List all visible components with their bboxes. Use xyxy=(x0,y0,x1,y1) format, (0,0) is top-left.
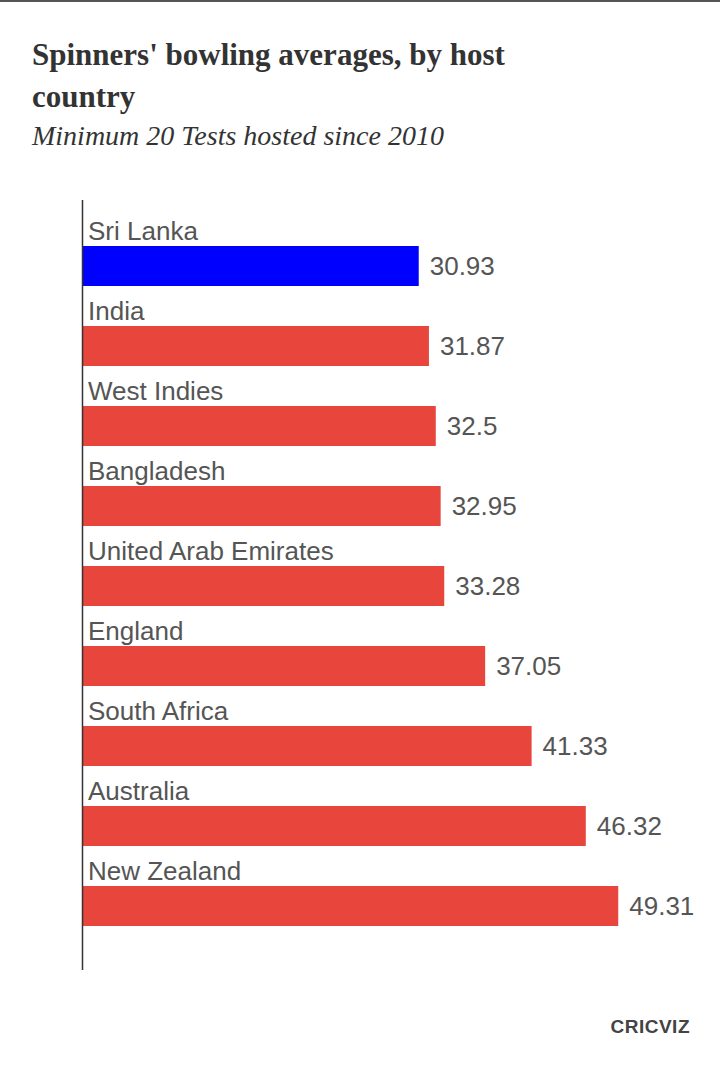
chart: Sri Lanka 30.93 India 31.87 West Indies 32.5 B… xyxy=(0,0,720,1078)
data-label: 46.32 xyxy=(597,811,662,841)
category-label: United Arab Emirates xyxy=(88,536,334,566)
bar xyxy=(83,566,444,606)
category-label: South Africa xyxy=(88,696,229,726)
bars xyxy=(83,246,618,926)
title: Spinners' bowling averages, by host coun… xyxy=(32,34,592,118)
data-label: 31.87 xyxy=(440,331,505,361)
data-label: 37.05 xyxy=(496,651,561,681)
category-label: England xyxy=(88,616,183,646)
labels: Sri Lanka 30.93 India 31.87 West Indies 32.5 B… xyxy=(88,216,694,921)
data-label: 30.93 xyxy=(430,251,495,281)
category-label: Bangladesh xyxy=(88,456,225,486)
axis-line xyxy=(82,200,84,970)
data-label: 49.31 xyxy=(629,891,694,921)
source: CRICVIZ xyxy=(611,1016,691,1038)
bar xyxy=(83,406,436,446)
bar xyxy=(83,886,618,926)
subtitle: Minimum 20 Tests hosted since 2010 xyxy=(32,118,712,154)
bar xyxy=(83,246,419,286)
data-label: 33.28 xyxy=(455,571,520,601)
bar xyxy=(83,486,441,526)
category-label: Australia xyxy=(88,776,190,806)
top-rule xyxy=(0,0,720,2)
data-label: 41.33 xyxy=(543,731,608,761)
bar xyxy=(83,726,532,766)
category-label: New Zealand xyxy=(88,856,241,886)
data-label: 32.5 xyxy=(447,411,498,441)
bar xyxy=(83,326,429,366)
bar xyxy=(83,646,485,686)
category-label: West Indies xyxy=(88,376,223,406)
data-label: 32.95 xyxy=(452,491,517,521)
category-label: India xyxy=(88,296,145,326)
bar xyxy=(83,806,586,846)
category-label: Sri Lanka xyxy=(88,216,198,246)
